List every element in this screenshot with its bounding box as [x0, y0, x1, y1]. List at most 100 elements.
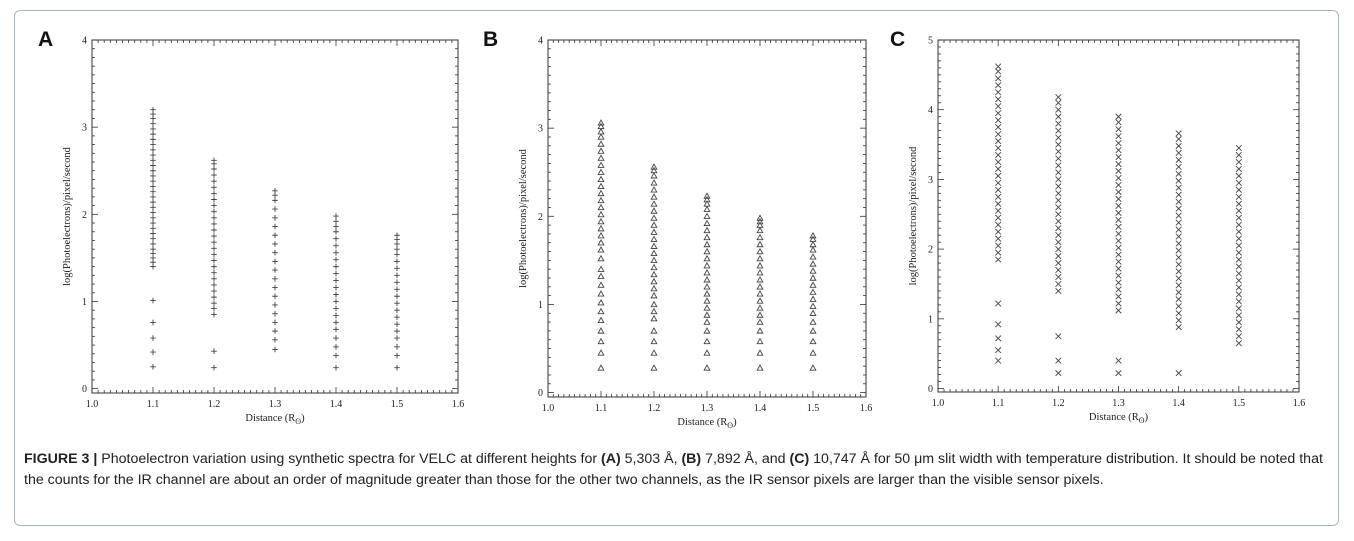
panel-b-data-point [597, 127, 605, 135]
panel-c-y-tick-label: 0 [928, 384, 933, 395]
panel-c-x-tick-label: 1.0 [932, 398, 945, 409]
panel-c-data-point [995, 256, 1002, 263]
panel-c-data-point [1115, 181, 1122, 189]
panel-b-data-point [703, 364, 711, 371]
panel-b-data-point [597, 147, 605, 154]
panel-c-data-point [1055, 218, 1062, 225]
panel-c-data-point [1235, 326, 1242, 333]
panel-b-data-point [756, 318, 764, 325]
panel-c-data-point [1055, 357, 1062, 364]
panel-c-data-point [1115, 126, 1122, 133]
panel-b-data-point [597, 189, 605, 197]
caption-panel-a-ref: (A) [601, 451, 621, 467]
panel-c-data-point [1055, 245, 1062, 253]
panel-c-data-point [1175, 219, 1182, 226]
panel-a-data-point [272, 249, 278, 256]
panel-c-label: C [890, 28, 905, 51]
panel-c-data-point [995, 130, 1002, 138]
panel-c-data-point [995, 82, 1002, 89]
panel-a-data-point [150, 246, 156, 252]
panel-a-data-point [272, 187, 278, 194]
panel-a-data-point [211, 288, 217, 294]
panel-b-data-point [650, 284, 658, 292]
panel-a-data-point [211, 251, 217, 258]
panel-c-data-point [1235, 186, 1242, 193]
panel-b-data-point [650, 349, 658, 356]
panel-b-data-point [703, 219, 711, 227]
panel-b-x-tick-label: 1.1 [595, 403, 608, 414]
panel-c-y-tick-label: 2 [928, 245, 933, 256]
panel-c-data-point [1115, 216, 1122, 223]
panel-c-data-point [1055, 333, 1062, 340]
panel-a-data-point [211, 157, 217, 164]
panel-a-data-point [211, 178, 217, 184]
panel-a-y-tick-label: 3 [82, 123, 87, 134]
panel-a-data-point [211, 245, 217, 252]
panel-b-data-point [597, 119, 605, 126]
panel-c-data-point [1235, 151, 1242, 159]
panel-a-data-point [150, 319, 156, 326]
panel-b-x-axis-title: Distance (Rʘ) [677, 417, 737, 430]
panel-c-data-point [995, 172, 1002, 180]
panel-b-data-point [703, 200, 711, 207]
panel-c-data-point [1175, 156, 1182, 164]
panel-a-data-point [150, 178, 156, 184]
panel-b-data-point [809, 309, 817, 316]
panel-c-data-point [995, 228, 1002, 235]
panel-c-data-point [1115, 223, 1122, 230]
panel-c-data-point [1175, 254, 1182, 261]
panel-c-plot-frame [937, 39, 1300, 393]
panel-a-data-point [333, 270, 339, 277]
panel-c-data-point [1175, 282, 1182, 289]
panel-b-data-point [703, 226, 711, 234]
panel-c-data-point [1055, 280, 1062, 288]
panel-c-data-point [1235, 270, 1242, 277]
panel-c-x-axis-title: Distance (Rʘ) [1089, 412, 1149, 425]
panel-b-data-point [809, 364, 817, 371]
caption-figure-label: FIGURE 3 | [24, 451, 98, 467]
panel-b-data-point [756, 217, 764, 225]
panel-a-data-point [333, 263, 339, 270]
panel-a-x-tick-label: 1.3 [269, 399, 282, 410]
panel-a-data-point [150, 157, 156, 164]
panel-b-data-point [703, 212, 711, 219]
panel-a-data-point [394, 328, 400, 334]
panel-b-data-point [703, 195, 711, 203]
panel-b-data-point [597, 182, 605, 190]
panel-a-data-point [211, 282, 217, 288]
panel-a-data-point [211, 263, 217, 270]
panel-b-data-point [650, 166, 658, 174]
panel-b-data-point [703, 261, 711, 269]
panel-a-x-tick-label: 1.2 [208, 399, 221, 410]
panel-b-data-point [597, 307, 605, 315]
panel-c-data-point [1235, 207, 1242, 214]
panel-c-data-point [995, 214, 1002, 221]
caption-text-4: 10,747 Å for 50 μm slit width with tempe… [24, 451, 1323, 488]
panel-a-data-point [394, 279, 400, 286]
panel-c-data-point [1175, 240, 1182, 247]
panel-b-y-tick-label: 2 [538, 212, 543, 223]
panel-b-data-point [650, 277, 658, 285]
caption-text-2: 5,303 Å, [620, 451, 682, 467]
panel-a-data-point [150, 235, 156, 242]
panel-c-data-point [995, 193, 1002, 200]
panel-a-data-point [211, 257, 217, 264]
panel-b-data-point [597, 154, 605, 161]
panel-b-data-point [650, 172, 658, 179]
panel-a-data-point [272, 276, 278, 282]
panel-c-data-point [1115, 286, 1122, 293]
panel-a-data-point [272, 346, 278, 353]
panel-c-data-point [995, 151, 1002, 159]
panel-c-data-point [1055, 183, 1062, 190]
panel-a-data-point [211, 269, 217, 276]
panel-b-data-point [597, 133, 605, 140]
panel-c-data-point [995, 249, 1002, 256]
panel-c-data-point [1055, 197, 1062, 204]
panel-a-y-tick-label: 0 [82, 384, 87, 395]
panel-c-x-axis-title-close: ) [1145, 412, 1149, 423]
panel-a-x-axis-title-sub: ʘ [295, 417, 301, 426]
panel-b-data-point [756, 327, 764, 334]
panel-a-data-point [272, 206, 278, 212]
panel-c-x-tick-label: 1.6 [1293, 398, 1306, 409]
panel-a-x-tick-label: 1.5 [391, 399, 404, 410]
